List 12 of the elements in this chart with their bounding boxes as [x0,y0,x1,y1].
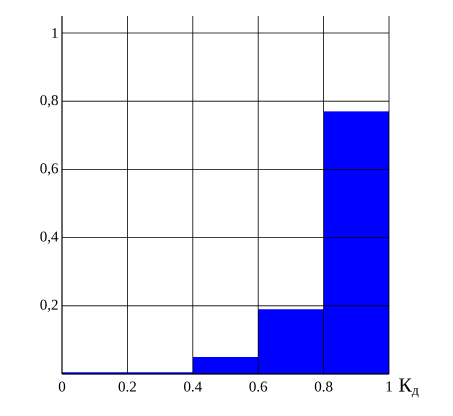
x-tick-label: 0.8 [314,382,332,392]
x-tick-label: 1 [386,382,392,392]
y-tick-label: 0,4 [40,231,58,244]
x-tick-label: 0.4 [184,382,202,392]
y-tick-label: 0,2 [40,300,58,312]
y-tick-label: 1 [52,28,58,38]
x-tick-label: 0.2 [118,382,136,392]
x-tick-label: 0.6 [249,382,268,392]
x-axis-title: К$_{д}$ [399,378,419,398]
y-tick-label: 0,8 [40,95,58,108]
x-tick-label: 0 [58,382,66,392]
y-tick-label: 0,6 [40,163,58,176]
